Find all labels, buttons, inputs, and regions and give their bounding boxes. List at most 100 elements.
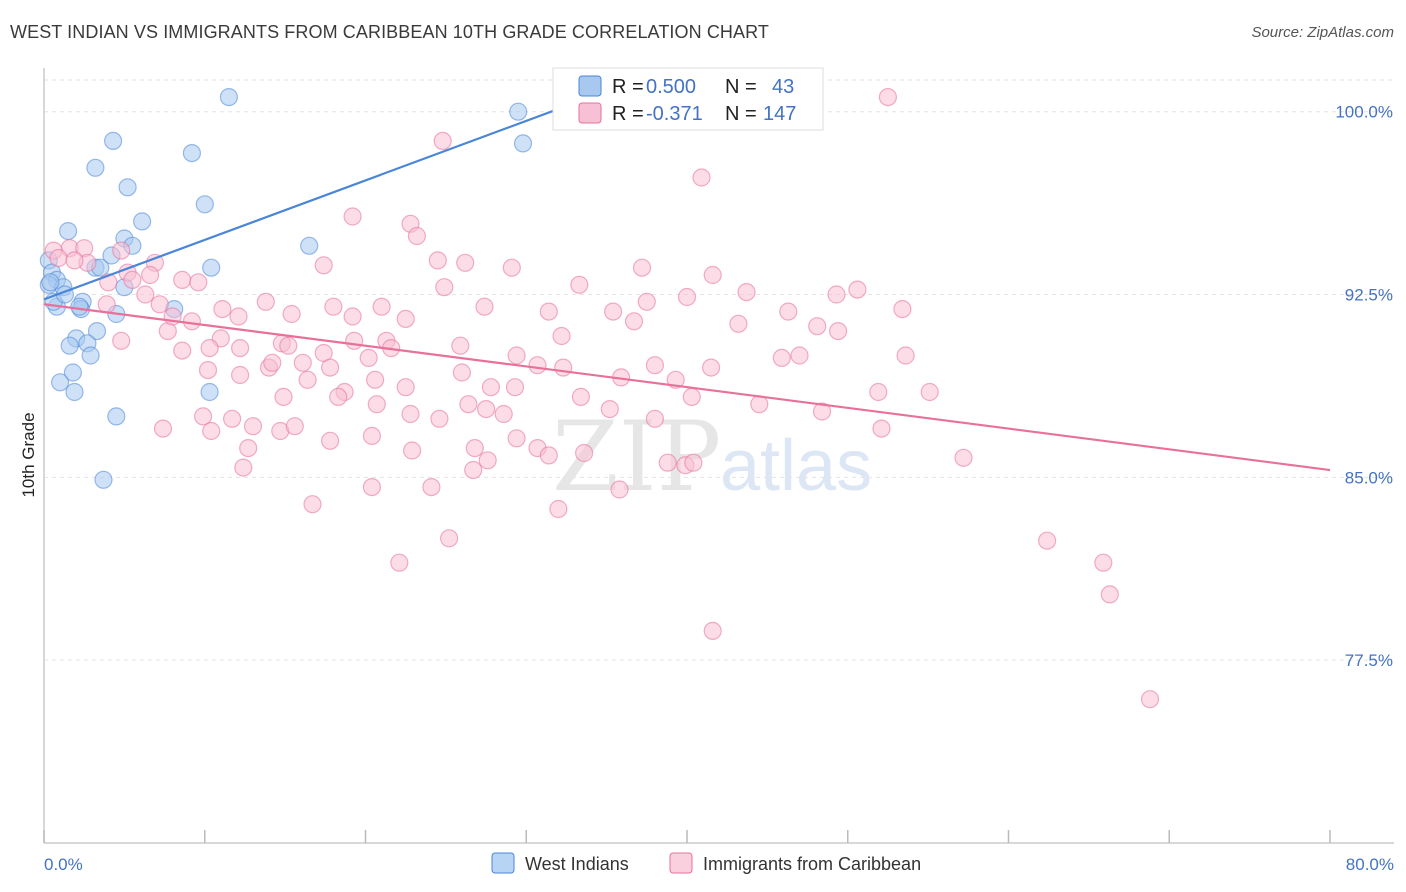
point-caribbean: [239, 439, 258, 458]
y-tick-label: 100.0%: [1335, 103, 1393, 122]
point-caribbean: [1100, 585, 1119, 604]
point-caribbean: [256, 292, 275, 311]
point-west-indians: [94, 470, 113, 489]
point-caribbean: [502, 258, 521, 277]
point-caribbean: [571, 387, 591, 406]
point-caribbean: [872, 419, 891, 438]
trend-line-caribbean: [43, 303, 1331, 472]
point-caribbean: [729, 314, 748, 333]
point-caribbean: [362, 478, 381, 497]
point-caribbean: [703, 265, 722, 285]
point-caribbean: [329, 387, 348, 406]
point-caribbean: [920, 382, 939, 402]
point-caribbean: [478, 451, 497, 470]
point-west-indians: [107, 407, 126, 426]
point-caribbean: [390, 553, 409, 572]
legend-r-label-1: R =: [612, 103, 644, 125]
legend-n-label-1: N =: [725, 103, 757, 125]
point-caribbean: [658, 453, 677, 472]
point-caribbean: [600, 400, 619, 419]
point-caribbean: [435, 278, 454, 297]
point-west-indians: [200, 382, 219, 402]
point-caribbean: [684, 453, 703, 472]
bottom-legend: West Indians Immigrants from Caribbean: [491, 852, 921, 874]
point-caribbean: [1140, 690, 1160, 709]
point-caribbean: [49, 248, 68, 268]
point-caribbean: [603, 302, 623, 321]
point-caribbean: [703, 621, 722, 641]
point-caribbean: [362, 426, 381, 445]
legend-n-label-0: N =: [725, 76, 757, 98]
point-caribbean: [645, 356, 665, 375]
y-tick-label: 85.0%: [1345, 468, 1393, 487]
x-tick-label-max: 80.0%: [1346, 855, 1394, 874]
trend-line-west-indians: [43, 96, 591, 301]
series-caribbean-points: [44, 87, 1160, 709]
point-caribbean: [173, 341, 192, 360]
point-caribbean: [632, 258, 652, 277]
point-west-indians: [70, 297, 89, 316]
point-west-indians: [513, 134, 533, 153]
point-caribbean: [954, 448, 973, 467]
bottom-legend-swatch-caribbean: [669, 852, 693, 874]
point-west-indians: [41, 273, 60, 292]
point-caribbean: [701, 358, 721, 377]
point-caribbean: [194, 407, 213, 426]
point-caribbean: [772, 348, 791, 367]
point-caribbean: [451, 336, 470, 355]
point-caribbean: [440, 529, 459, 548]
point-caribbean: [274, 387, 293, 406]
point-caribbean: [428, 251, 447, 270]
point-caribbean: [528, 356, 547, 375]
point-caribbean: [234, 458, 253, 477]
point-caribbean: [343, 307, 362, 326]
point-caribbean: [396, 309, 415, 328]
point-caribbean: [452, 363, 471, 382]
point-caribbean: [153, 419, 173, 438]
y-tick-label: 77.5%: [1345, 651, 1393, 670]
point-caribbean: [570, 275, 589, 294]
point-caribbean: [505, 378, 525, 397]
x-ticks: [43, 830, 1331, 843]
point-caribbean: [574, 443, 594, 463]
point-west-indians: [300, 236, 319, 255]
point-caribbean: [223, 409, 242, 428]
point-caribbean: [610, 480, 629, 499]
point-caribbean: [321, 431, 340, 450]
point-caribbean: [279, 336, 298, 355]
point-caribbean: [549, 499, 568, 519]
point-west-indians: [60, 336, 79, 355]
point-caribbean: [539, 446, 558, 465]
point-caribbean: [896, 346, 915, 365]
point-caribbean: [189, 273, 208, 292]
point-caribbean: [422, 478, 441, 497]
point-caribbean: [202, 421, 221, 441]
point-caribbean: [343, 207, 362, 226]
point-caribbean: [554, 358, 573, 377]
point-west-indians: [58, 222, 78, 241]
point-caribbean: [182, 312, 201, 331]
y-tick-labels: 77.5% 85.0% 92.5% 100.0%: [1335, 103, 1393, 670]
bottom-legend-label-caribbean: Immigrants from Caribbean: [703, 854, 921, 874]
point-west-indians: [50, 373, 70, 392]
point-caribbean: [893, 300, 912, 319]
point-caribbean: [112, 241, 131, 260]
chart-source: Source: ZipAtlas.com: [1251, 24, 1394, 41]
point-caribbean: [263, 353, 282, 372]
point-west-indians: [133, 212, 152, 231]
point-caribbean: [282, 304, 301, 324]
point-caribbean: [494, 404, 513, 424]
point-caribbean: [430, 409, 449, 428]
point-caribbean: [407, 226, 426, 246]
point-caribbean: [150, 295, 169, 314]
point-caribbean: [229, 307, 248, 326]
point-caribbean: [1094, 553, 1113, 572]
point-caribbean: [324, 297, 343, 316]
point-caribbean: [624, 312, 644, 331]
legend-n-value-0: 43: [772, 76, 794, 98]
point-caribbean: [200, 339, 219, 358]
point-caribbean: [231, 339, 250, 358]
point-west-indians: [195, 195, 214, 214]
legend-n-value-1: 147: [763, 103, 796, 125]
